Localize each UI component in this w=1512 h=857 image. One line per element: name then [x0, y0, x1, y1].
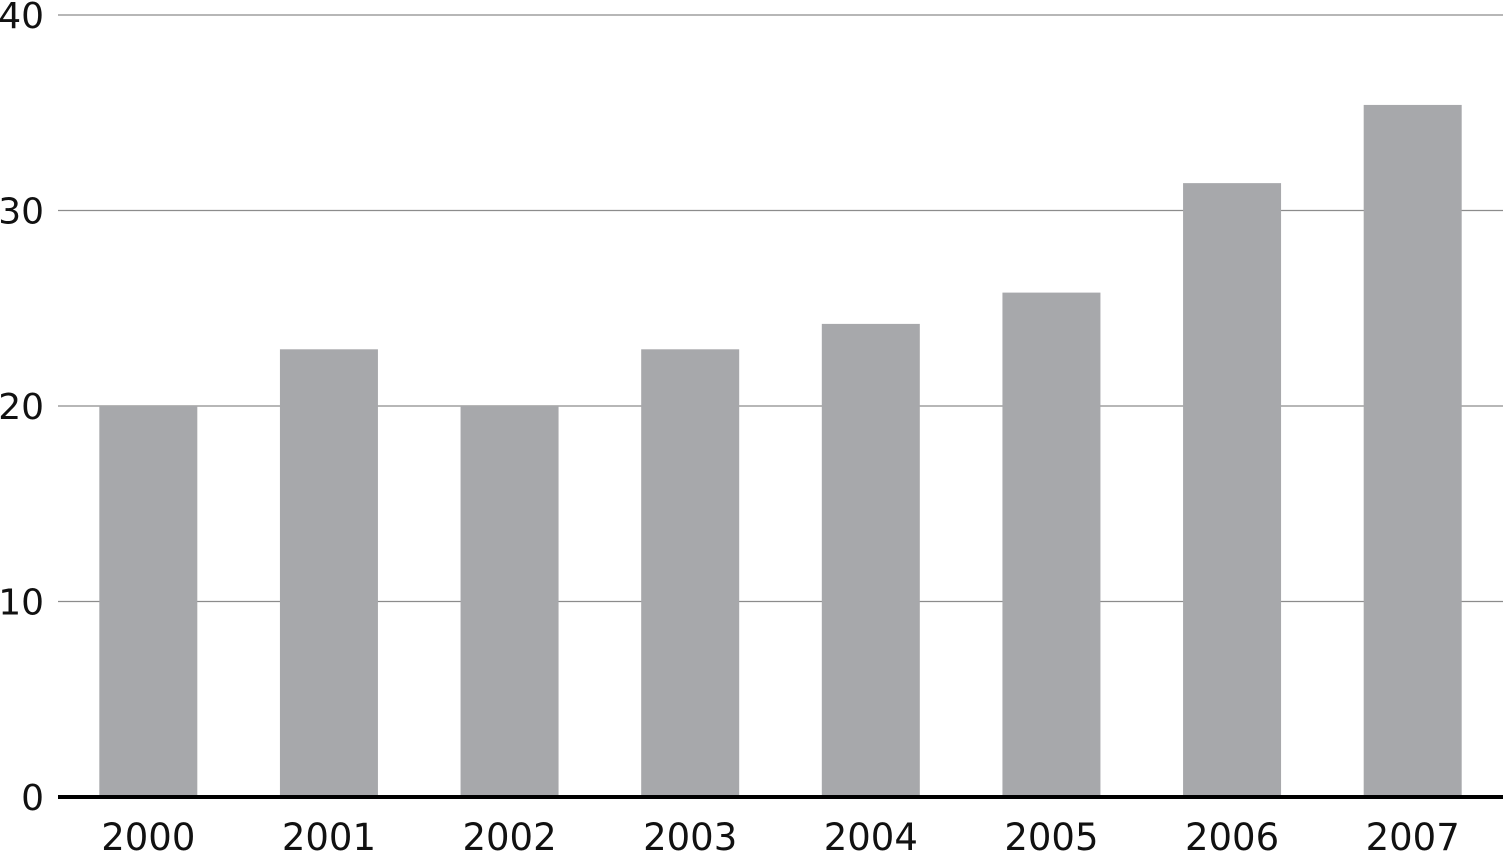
x-tick-label: 2004 [824, 816, 918, 853]
x-tick-label: 2001 [282, 816, 376, 853]
bar-2004 [821, 323, 920, 797]
x-tick-label: 2007 [1366, 816, 1460, 853]
bar-2006 [1183, 183, 1282, 797]
y-tick-label: 0 [21, 778, 44, 819]
bar-2001 [279, 349, 378, 797]
bar-2005 [1002, 292, 1101, 797]
x-tick-label: 2002 [462, 816, 556, 853]
bar-2000 [99, 406, 198, 797]
y-tick-labels: 0 10 20 30 40 [0, 0, 44, 819]
y-tick-label: 20 [0, 387, 44, 428]
y-tick-label: 40 [0, 0, 44, 37]
x-tick-label: 2006 [1185, 816, 1279, 853]
x-tick-label: 2005 [1004, 816, 1098, 853]
x-tick-labels: 2000 2001 2002 2003 2004 2005 2006 2007 [101, 816, 1460, 857]
bar-2003 [641, 349, 740, 797]
gridlines [58, 14, 1503, 603]
y-tick-label: 10 [0, 583, 44, 624]
x-tick-label: 2003 [643, 816, 737, 853]
bar-2002 [460, 406, 559, 797]
y-tick-label: 30 [0, 192, 44, 233]
bar-2007 [1363, 104, 1462, 798]
bars [99, 104, 1462, 798]
x-tick-label: 2000 [101, 816, 195, 853]
